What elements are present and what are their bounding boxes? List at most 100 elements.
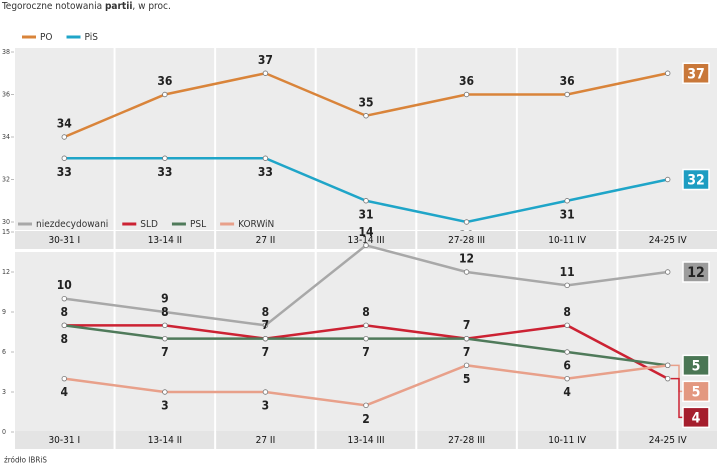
x-tick-label: 24-25 IV (649, 435, 688, 446)
x-tick-label: 13-14 III (348, 235, 385, 246)
data-label: 14 (358, 225, 374, 239)
y-tick-label: 12 (2, 268, 10, 276)
end-label: 5 (692, 384, 701, 400)
point (564, 375, 570, 382)
category-cell (216, 431, 315, 449)
column-band (115, 252, 215, 432)
point (665, 176, 671, 183)
y-tick-label: 36 (2, 91, 10, 99)
point (363, 335, 369, 342)
y-tick-label: 34 (2, 133, 10, 141)
point (61, 322, 67, 329)
source: źródło IBRiS (4, 455, 47, 465)
data-label: 36 (157, 74, 172, 88)
x-tick-label: 27-28 III (448, 435, 485, 446)
legend-label: PO (40, 32, 53, 43)
category-cell (618, 231, 717, 249)
point (262, 155, 269, 161)
y-tick-label: 9 (2, 308, 6, 316)
background (15, 48, 717, 230)
x-tick-label: 13-14 II (148, 235, 182, 246)
point (61, 295, 67, 302)
data-label: 7 (262, 318, 270, 332)
data-label: 3 (161, 399, 169, 413)
data-label: 8 (61, 305, 69, 319)
x-tick-label: 30-31 I (48, 235, 80, 246)
category-cell (417, 231, 516, 249)
point (162, 309, 168, 315)
point (61, 134, 67, 140)
point (262, 389, 269, 395)
point (463, 269, 470, 275)
data-label: 4 (563, 385, 571, 399)
column-band (517, 252, 617, 432)
legend-label: PSL (190, 219, 206, 230)
subtitle: Tegoroczne notowania partii, w proc. (1, 1, 171, 12)
x-tick-label: 13-14 II (148, 435, 182, 446)
category-cell (316, 431, 416, 449)
data-label: 2 (362, 412, 370, 426)
legend-label: SLD (140, 219, 158, 230)
point (463, 219, 470, 225)
point (363, 402, 369, 409)
legend-label: KORWiN (238, 219, 274, 230)
connector (670, 377, 683, 419)
x-tick-label: 27 II (256, 435, 276, 446)
data-label: 33 (157, 165, 172, 179)
data-label: 37 (258, 53, 273, 67)
category-cell (618, 431, 717, 449)
point (665, 70, 671, 76)
x-tick-label: 13-14 III (348, 435, 385, 446)
y-tick-label: 32 (2, 176, 10, 184)
data-label: 9 (161, 292, 169, 306)
end-box (682, 62, 710, 84)
point (665, 375, 671, 382)
y-tick-label: 38 (2, 48, 10, 56)
column-band (216, 48, 315, 230)
point (162, 335, 168, 342)
end-box (682, 380, 710, 403)
data-label: 7 (161, 345, 169, 359)
subtitle-text: Tegoroczne notowania (1, 1, 102, 12)
data-label: 31 (358, 207, 373, 221)
data-label: 36 (560, 74, 575, 88)
point (363, 322, 369, 329)
end-label: 37 (687, 66, 705, 82)
end-box (682, 406, 710, 429)
data-label: 8 (161, 305, 169, 319)
subtitle-bold: partii (105, 1, 132, 12)
category-cell (517, 431, 617, 449)
x-tick-label: 24-25 IV (649, 235, 688, 246)
column-band (216, 252, 315, 432)
data-label: 5 (463, 372, 471, 386)
y-tick-label: 3 (2, 388, 6, 396)
x-tick-label: 27-28 III (448, 235, 485, 246)
data-label: 6 (563, 359, 571, 373)
end-label: 5 (692, 358, 701, 374)
category-cell (517, 231, 617, 249)
y-tick-label: 15 (2, 228, 10, 236)
point (463, 91, 470, 98)
x-tick-label: 30-31 I (48, 435, 80, 446)
data-label: 34 (57, 117, 73, 131)
point (61, 375, 67, 382)
point (363, 242, 369, 249)
data-label: 31 (560, 207, 575, 221)
data-label: 8 (563, 305, 571, 319)
y-tick-label: 30 (2, 218, 10, 226)
legend-label: niezdecydowani (36, 219, 108, 230)
point (665, 269, 671, 275)
data-label: 36 (459, 74, 474, 88)
data-label: 33 (258, 165, 273, 179)
data-label: 33 (57, 165, 72, 179)
subtitle-text: , w proc. (132, 1, 170, 12)
data-label: 3 (262, 399, 270, 413)
end-label: 12 (687, 265, 705, 281)
column-band (15, 252, 114, 432)
category-cell (115, 431, 215, 449)
end-label: 4 (692, 410, 701, 426)
point (162, 322, 168, 329)
point (564, 322, 570, 329)
point (665, 362, 671, 369)
